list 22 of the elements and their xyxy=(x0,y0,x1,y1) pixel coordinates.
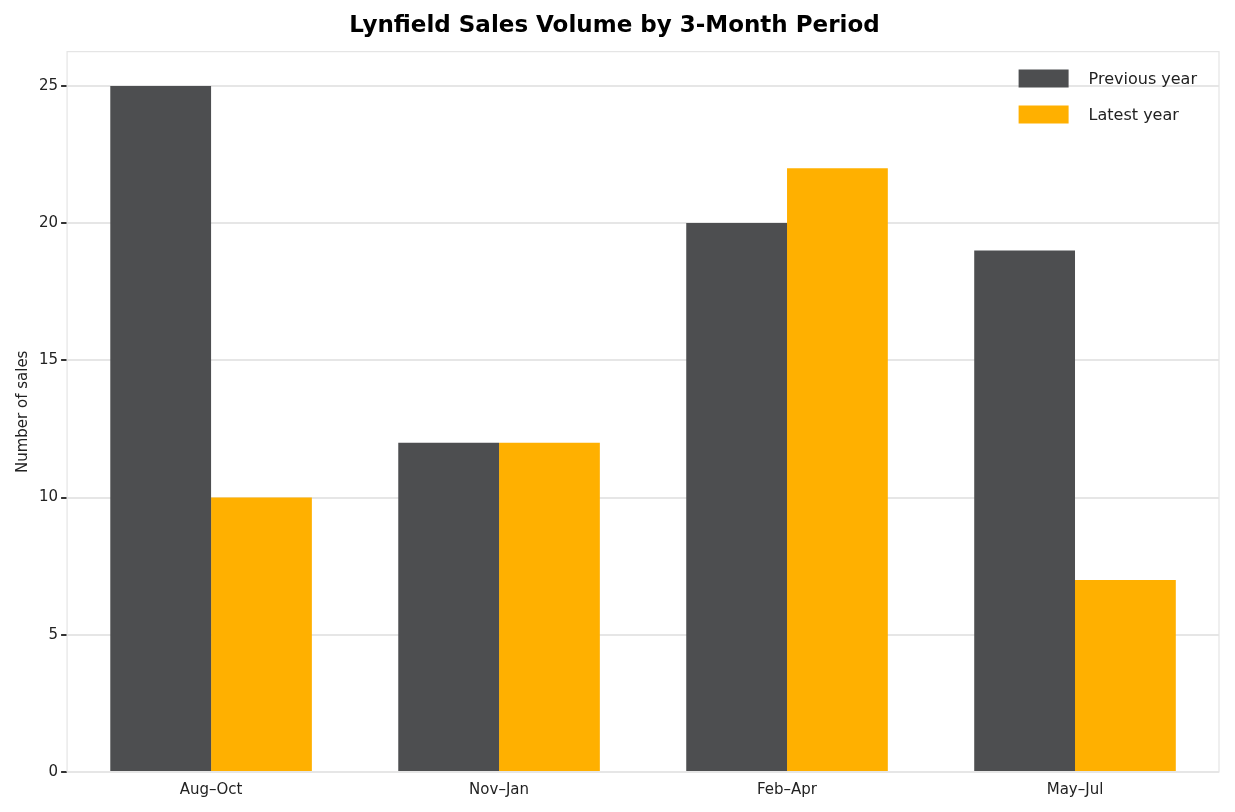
y-axis-title: Number of sales xyxy=(12,350,31,474)
bar xyxy=(211,497,312,771)
bar xyxy=(974,250,1076,771)
x-tick-label: Nov–Jan xyxy=(469,779,530,798)
chart-title: Lynfield Sales Volume by 3-Month Period xyxy=(349,10,880,37)
bar xyxy=(110,85,212,771)
bar xyxy=(1075,579,1176,771)
bar xyxy=(787,168,888,771)
bar xyxy=(499,442,600,771)
y-tick-label: 0 xyxy=(48,761,59,780)
y-tick-label: 15 xyxy=(38,350,59,369)
bar xyxy=(686,223,788,771)
y-tick-label: 10 xyxy=(38,487,59,506)
legend-label: Latest year xyxy=(1088,104,1180,124)
y-tick-label: 20 xyxy=(38,213,59,232)
y-tick-label: 5 xyxy=(48,624,59,643)
legend-label: Previous year xyxy=(1088,68,1198,88)
bar xyxy=(398,442,500,771)
x-tick-label: Feb–Apr xyxy=(757,779,818,798)
y-tick-label: 25 xyxy=(38,75,59,94)
x-tick-label: Aug–Oct xyxy=(179,779,243,798)
x-tick-label: May–Jul xyxy=(1046,779,1104,798)
